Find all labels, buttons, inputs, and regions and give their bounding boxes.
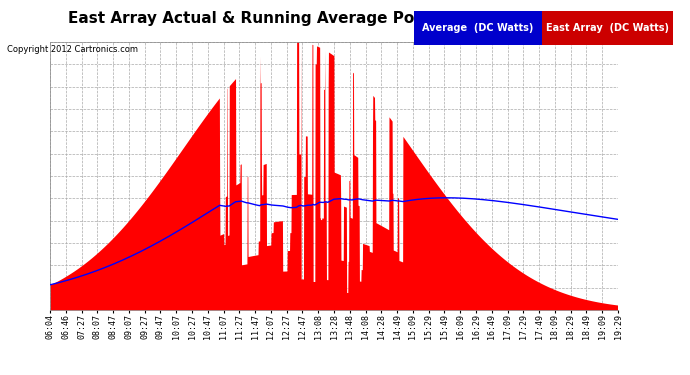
- Text: Average  (DC Watts): Average (DC Watts): [422, 23, 533, 33]
- Text: Copyright 2012 Cartronics.com: Copyright 2012 Cartronics.com: [7, 45, 138, 54]
- Text: East Array  (DC Watts): East Array (DC Watts): [546, 23, 669, 33]
- Text: East Array Actual & Running Average Power Tue Aug 21 19:43: East Array Actual & Running Average Powe…: [68, 11, 600, 26]
